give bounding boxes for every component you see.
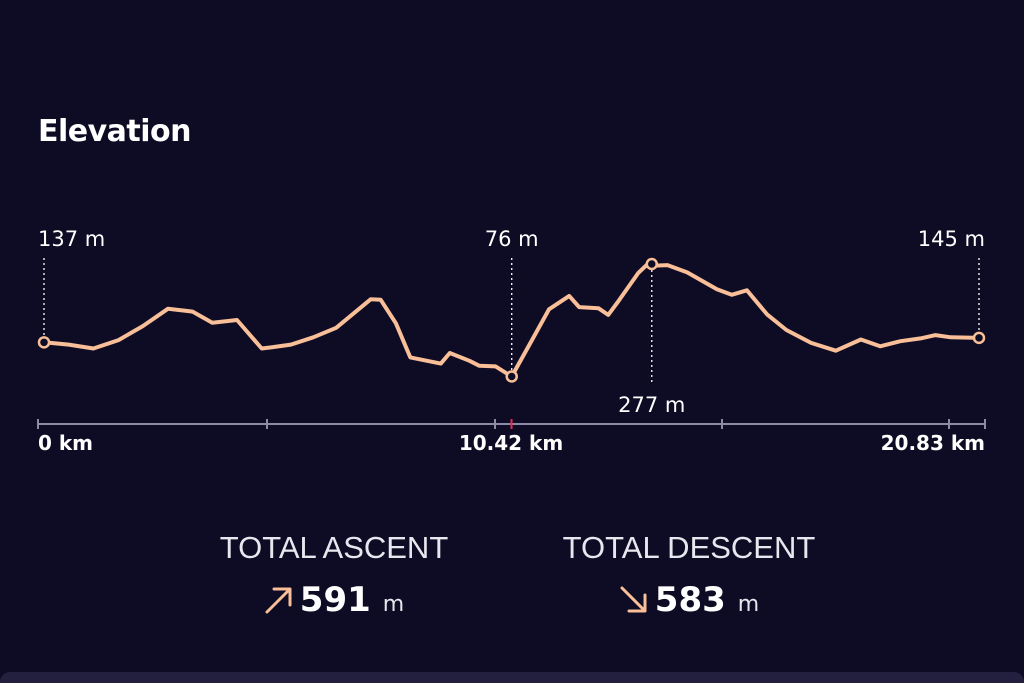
annotation-guides — [43, 258, 980, 385]
arrow-down-right-icon — [619, 585, 649, 615]
annotation-points — [37, 257, 986, 383]
total-ascent-value: 591 — [299, 580, 371, 620]
annotation-labels: 137 m 76 m 277 m 145 m — [38, 227, 985, 417]
elevation-chart[interactable]: 137 m 76 m 277 m 145 m 0 km 10.42 km 20.83 km — [0, 0, 1024, 470]
annotation-label: 145 m — [918, 227, 985, 251]
total-ascent-unit: m — [382, 592, 405, 617]
total-descent-value: 583 — [654, 580, 726, 620]
elevation-stats: TOTAL ASCENT 591 m TOTAL DESCENT 583 m — [0, 530, 1024, 630]
annotation-label: 137 m — [38, 227, 105, 251]
total-ascent: TOTAL ASCENT 591 m — [214, 530, 454, 620]
annotation-point — [37, 336, 51, 349]
total-descent-unit: m — [737, 592, 760, 617]
total-descent: TOTAL DESCENT 583 m — [558, 530, 820, 620]
arrow-up-right-icon — [264, 585, 294, 615]
annotation-point — [972, 331, 986, 345]
x-axis — [37, 419, 986, 429]
bottom-sheet-edge — [0, 672, 1024, 683]
total-descent-label: TOTAL DESCENT — [562, 530, 816, 565]
annotation-label: 76 m — [485, 227, 539, 251]
section-title: Elevation — [38, 114, 192, 149]
x-tick-label: 0 km — [38, 431, 93, 455]
elevation-line — [42, 262, 981, 379]
x-tick-label: 10.42 km — [459, 431, 563, 455]
x-tick-labels: 0 km 10.42 km 20.83 km — [38, 431, 985, 455]
x-tick-label: 20.83 km — [881, 431, 985, 455]
annotation-label: 277 m — [618, 393, 685, 417]
annotation-point — [645, 257, 659, 271]
annotation-point — [505, 370, 518, 383]
total-ascent-label: TOTAL ASCENT — [219, 530, 449, 565]
